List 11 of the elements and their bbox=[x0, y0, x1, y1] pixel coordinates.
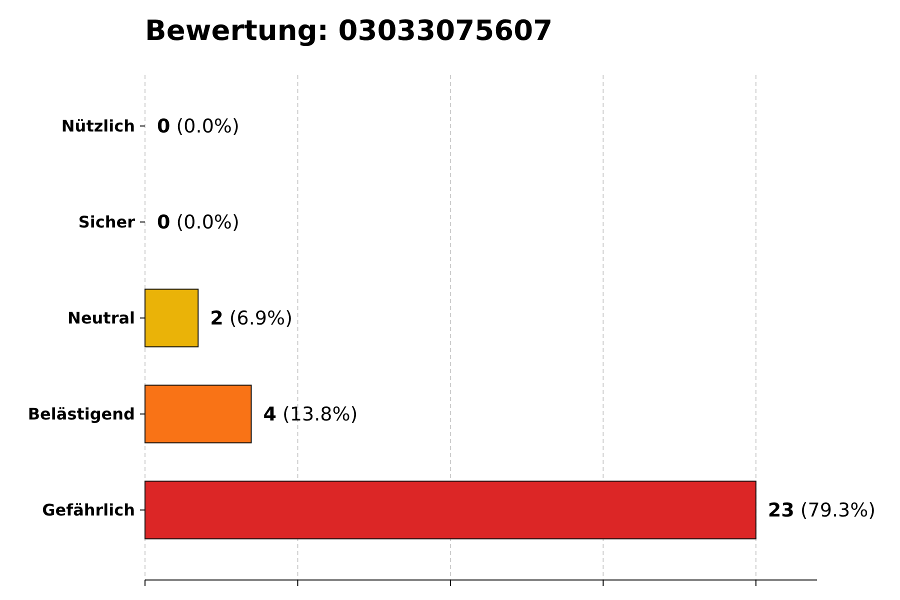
chart-title: Bewertung: 03033075607 bbox=[145, 14, 553, 47]
y-tick-label: Gefährlich bbox=[42, 500, 135, 520]
y-tick-label: Sicher bbox=[78, 212, 136, 232]
data-label: 0 (0.0%) bbox=[157, 116, 240, 138]
data-label: 23 (79.3%) bbox=[768, 500, 876, 522]
y-tick-label: Belästigend bbox=[28, 404, 135, 424]
data-label: 4 (13.8%) bbox=[263, 404, 358, 426]
y-tick-label: Neutral bbox=[68, 308, 135, 328]
data-label: 2 (6.9%) bbox=[210, 308, 292, 330]
data-label: 0 (0.0%) bbox=[157, 212, 240, 234]
y-tick-label: Nützlich bbox=[61, 116, 135, 136]
